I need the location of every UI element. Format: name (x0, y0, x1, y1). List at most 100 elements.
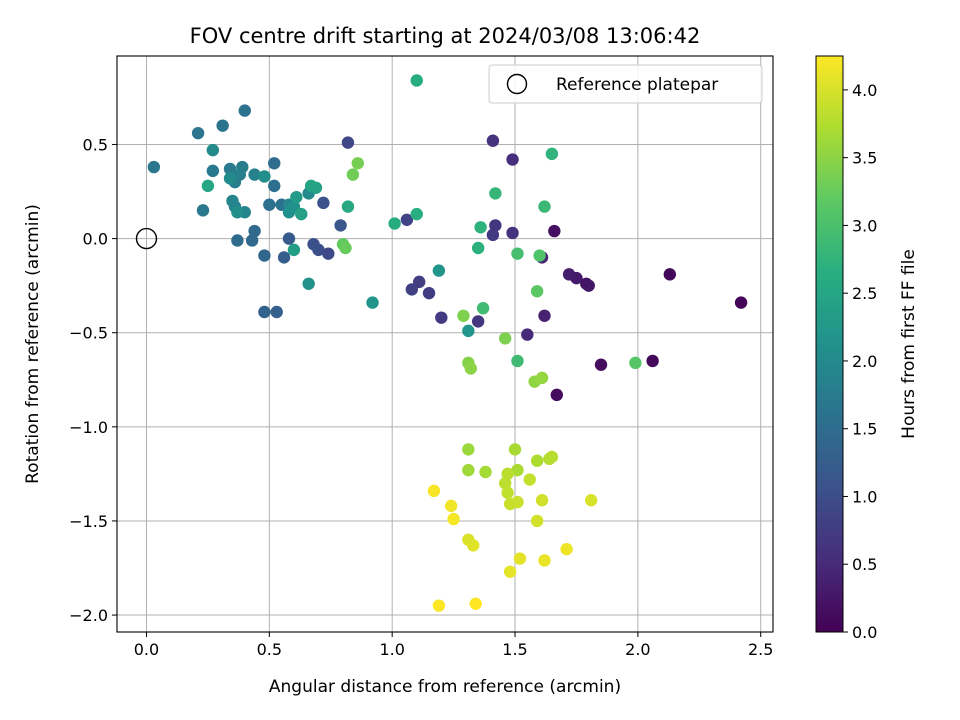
data-point (506, 153, 519, 166)
data-point (302, 277, 315, 290)
data-point (432, 264, 446, 277)
data-point (233, 168, 247, 181)
data-point (471, 241, 485, 255)
data-point (535, 494, 549, 507)
data-point (523, 473, 536, 486)
y-tick-label: 0.0 (83, 230, 108, 249)
y-tick-label: −1.5 (69, 512, 108, 531)
data-point (545, 450, 559, 464)
colorbar-tick-label: 3.5 (852, 149, 877, 168)
legend: Reference platepar (488, 64, 763, 104)
grid (117, 56, 773, 632)
data-point (317, 196, 330, 210)
plot-frame (116, 55, 774, 633)
data-point (245, 234, 259, 247)
x-tick-label: 1.0 (379, 640, 404, 659)
x-axis-ticks: 0.0 0.5 1.0 1.5 2.0 2.5 (134, 632, 773, 659)
data-point (582, 279, 595, 292)
reference-marker-layer (135, 227, 158, 250)
data-point (548, 224, 561, 238)
data-point (258, 305, 271, 319)
colorbar: 0.0 0.5 1.0 1.5 2.0 2.5 3.0 3.5 4.0 Hours from f… (815, 55, 919, 642)
data-point (511, 354, 524, 368)
data-point (410, 74, 423, 87)
data-point (498, 332, 512, 345)
data-point (268, 157, 281, 170)
x-tick-label: 2.5 (748, 640, 773, 659)
y-axis-ticks: −2.0 −1.5 −1.0 −0.5 0.0 0.5 (69, 135, 117, 625)
y-tick-label: −2.0 (69, 606, 108, 625)
data-point (258, 170, 271, 183)
data-point (462, 463, 475, 477)
data-point (435, 311, 448, 324)
data-point (489, 187, 502, 200)
chart-title: FOV centre drift starting at 2024/03/08 … (190, 24, 701, 48)
data-point (295, 207, 308, 221)
data-point (464, 362, 477, 375)
data-point (346, 168, 360, 181)
legend-label: Reference platepar (556, 75, 718, 95)
y-tick-label: −1.0 (69, 418, 108, 437)
data-point (498, 477, 512, 490)
data-point (238, 104, 251, 117)
data-points (147, 74, 748, 612)
data-point (469, 597, 482, 610)
data-point (268, 179, 281, 193)
x-tick-label: 2.0 (625, 640, 650, 659)
data-point (511, 463, 524, 477)
x-axis-label: Angular distance from reference (arcmin) (269, 677, 621, 697)
data-point (447, 512, 460, 526)
data-point (530, 454, 544, 467)
data-point (223, 172, 237, 185)
data-point (427, 484, 441, 498)
colorbar-label: Hours from first FF file (899, 249, 919, 439)
data-point (501, 467, 514, 481)
data-point (191, 126, 205, 140)
data-point (248, 168, 261, 181)
data-point (474, 221, 487, 234)
data-point (206, 164, 220, 178)
data-point (486, 228, 500, 242)
data-point (444, 499, 458, 513)
colorbar-tick-label: 3.0 (852, 216, 877, 235)
data-point (663, 268, 677, 281)
x-tick-label: 0.5 (257, 640, 282, 659)
colorbar-tick-label: 4.0 (852, 81, 877, 100)
data-point (322, 247, 335, 260)
data-point (471, 315, 485, 328)
data-point (422, 286, 436, 300)
data-point (147, 160, 161, 174)
data-point (226, 194, 239, 208)
data-point (405, 283, 419, 296)
data-point (216, 119, 229, 132)
data-point (231, 206, 244, 219)
data-point (545, 147, 559, 161)
data-point (258, 249, 271, 262)
data-point (287, 243, 301, 257)
data-point (501, 486, 514, 499)
y-axis-label: Rotation from reference (arcmin) (23, 204, 43, 484)
data-point (366, 296, 379, 309)
data-point (511, 495, 524, 509)
data-point (506, 226, 519, 240)
data-point (538, 554, 551, 567)
data-point (594, 358, 608, 371)
data-point (462, 324, 475, 338)
data-point (201, 179, 215, 193)
data-point (530, 285, 544, 298)
data-point (584, 494, 598, 507)
data-point (341, 136, 355, 149)
data-point (341, 200, 355, 213)
data-point (196, 204, 210, 217)
data-point (248, 224, 261, 238)
data-point (560, 542, 573, 556)
data-point (263, 198, 276, 211)
data-point (533, 249, 546, 262)
data-point (734, 296, 748, 309)
data-point (538, 309, 551, 322)
data-point (410, 207, 423, 221)
data-point (486, 134, 500, 147)
data-point (535, 371, 549, 385)
data-point (479, 465, 492, 479)
